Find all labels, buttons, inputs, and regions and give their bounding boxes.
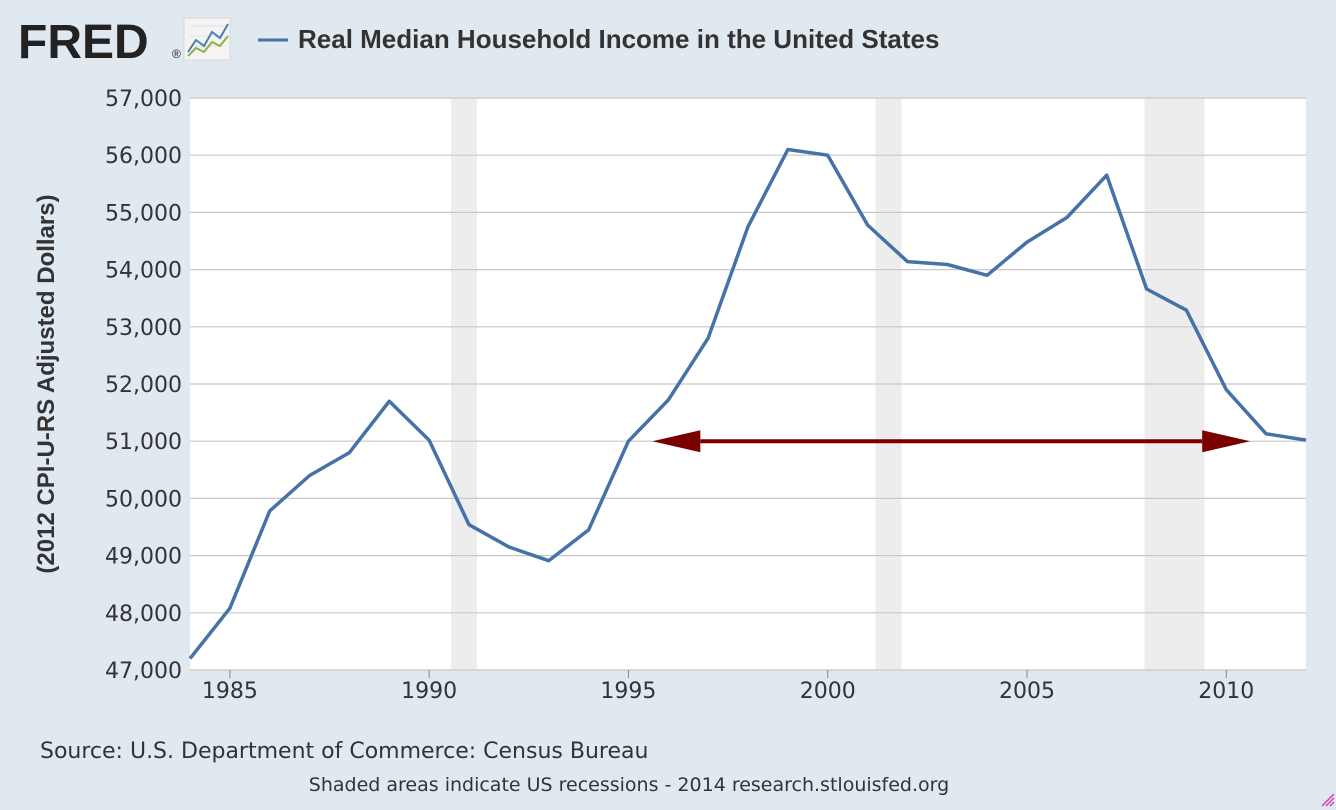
y-tick-label: 55,000 xyxy=(105,201,182,226)
recession-note[interactable]: Shaded areas indicate US recessions - 20… xyxy=(309,774,949,796)
source-text: Source: U.S. Department of Commerce: Cen… xyxy=(40,739,648,764)
resize-grip-icon[interactable] xyxy=(1321,793,1335,807)
y-axis-ticks: 47,000 48,000 49,000 50,000 51,000 52,000 53,0… xyxy=(105,87,182,684)
x-tick-label: 1995 xyxy=(600,679,656,704)
series-line xyxy=(188,147,1307,660)
fred-logo[interactable]: FRED ® xyxy=(18,16,231,69)
y-tick-label: 57,000 xyxy=(105,87,182,112)
arrow-head-right xyxy=(1202,430,1251,453)
x-tick-label: 1985 xyxy=(202,679,258,704)
chart-title: Real Median Household Income in the Unit… xyxy=(298,24,939,54)
x-tick-label: 2005 xyxy=(999,679,1055,704)
y-tick-label: 56,000 xyxy=(105,144,182,169)
y-tick-label: 54,000 xyxy=(105,259,182,284)
y-axis-title: (2012 CPI-U-RS Adjusted Dollars) xyxy=(33,194,60,573)
x-tick-label: 2000 xyxy=(800,679,856,704)
annotation-arrow xyxy=(652,430,1251,453)
logo-registered-mark: ® xyxy=(172,47,181,61)
y-tick-label: 49,000 xyxy=(105,545,182,570)
logo-text: FRED xyxy=(18,16,149,69)
arrow-head-left xyxy=(652,430,701,453)
y-tick-label: 53,000 xyxy=(105,316,182,341)
series-lines xyxy=(188,147,1307,660)
y-tick-label: 50,000 xyxy=(105,487,182,512)
line-chart-icon xyxy=(183,17,231,61)
x-tick-label: 1990 xyxy=(401,679,457,704)
y-tick-label: 48,000 xyxy=(105,602,182,627)
y-tick-label: 51,000 xyxy=(105,430,182,455)
x-tick-label: 2010 xyxy=(1198,679,1254,704)
x-axis-ticks: 1985 1990 1995 2000 2005 2010 xyxy=(202,670,1254,704)
y-tick-label: 52,000 xyxy=(105,373,182,398)
y-tick-label: 47,000 xyxy=(105,659,182,684)
gridlines xyxy=(190,97,1306,671)
